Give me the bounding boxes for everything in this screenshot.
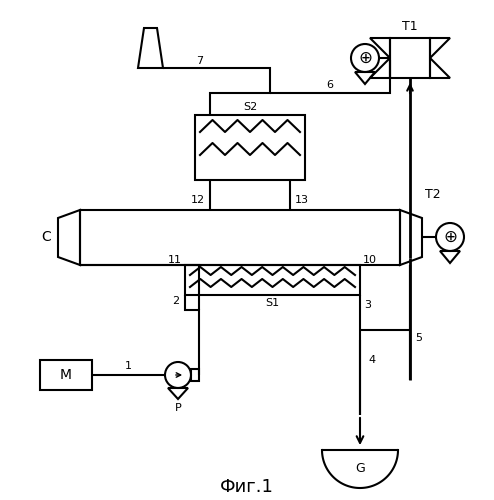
Text: M: M [60,368,72,382]
Text: S1: S1 [265,298,280,308]
Text: 10: 10 [363,255,377,265]
Text: 2: 2 [172,296,179,306]
Text: P: P [174,403,181,413]
Text: 6: 6 [327,80,333,90]
Text: 13: 13 [295,195,309,205]
Text: 7: 7 [197,56,204,66]
Bar [80,210,400,265]
Text: Фиг.1: Фиг.1 [220,478,274,496]
Text: 5: 5 [415,333,422,343]
Text: ⊕: ⊕ [443,228,457,246]
Bar [191,369,199,381]
Text: S2: S2 [243,102,257,112]
Bar [390,38,430,78]
Text: 4: 4 [368,355,375,365]
Text: C: C [41,230,51,244]
Bar [195,115,305,180]
Circle shape [436,223,464,251]
Text: G: G [355,462,365,474]
Circle shape [351,44,379,72]
Bar [40,360,92,390]
Text: T2: T2 [425,188,441,202]
Circle shape [165,362,191,388]
Text: 3: 3 [364,300,371,310]
Text: 1: 1 [125,361,132,371]
Bar [185,265,360,295]
Text: 11: 11 [168,255,182,265]
Text: 12: 12 [191,195,205,205]
Text: ⊕: ⊕ [358,49,372,67]
Text: T1: T1 [402,20,418,32]
